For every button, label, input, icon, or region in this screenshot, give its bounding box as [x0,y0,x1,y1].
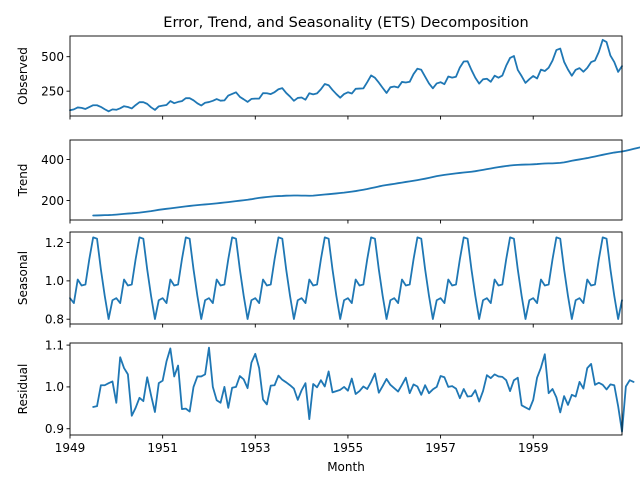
y-tick-label-residual: 1.1 [45,338,64,352]
x-tick-label: 1957 [425,441,456,455]
y-tick-label-observed: 250 [41,84,64,98]
axes-frame-seasonal [69,231,623,325]
series-line-trend [92,146,640,217]
y-axis-label-seasonal: Seasonal [16,251,30,305]
y-tick-label-observed: 500 [41,50,64,64]
y-tick-label-seasonal: 1.2 [45,236,64,250]
y-tick-label-trend: 200 [41,194,64,208]
x-tick-label: 1953 [240,441,271,455]
x-tick-label: 1959 [518,441,549,455]
axes-frame-observed [69,35,623,117]
y-tick-label-trend: 400 [41,153,64,167]
panel-trend: 200 400 Trend [16,139,640,224]
axes-frame-trend [69,139,623,221]
x-tick-label: 1955 [333,441,364,455]
chart-title: Error, Trend, and Seasonality (ETS) Deco… [163,15,528,31]
panel-observed: 250 500 Observed [16,35,623,120]
x-tick-label: 1949 [55,441,86,455]
x-tick-label: 1951 [147,441,178,455]
y-tick-label-seasonal: 1.0 [45,274,64,288]
y-tick-label-residual: 1.0 [45,380,64,394]
y-axis-label-residual: Residual [16,364,30,415]
y-axis-label-trend: Trend [16,164,30,198]
series-line-seasonal [69,236,623,320]
series-line-residual [92,346,635,433]
y-tick-label-residual: 0.9 [45,422,64,436]
panel-residual: 0.9 1.0 1.1 Residual [16,338,635,439]
series-line-observed [69,38,623,113]
panel-seasonal: 0.8 1.0 1.2 Seasonal [16,231,623,328]
axes-frame-residual [69,342,623,436]
y-tick-label-seasonal: 0.8 [45,313,64,327]
x-axis-label: Month [327,460,365,474]
y-axis-label-observed: Observed [16,47,30,105]
